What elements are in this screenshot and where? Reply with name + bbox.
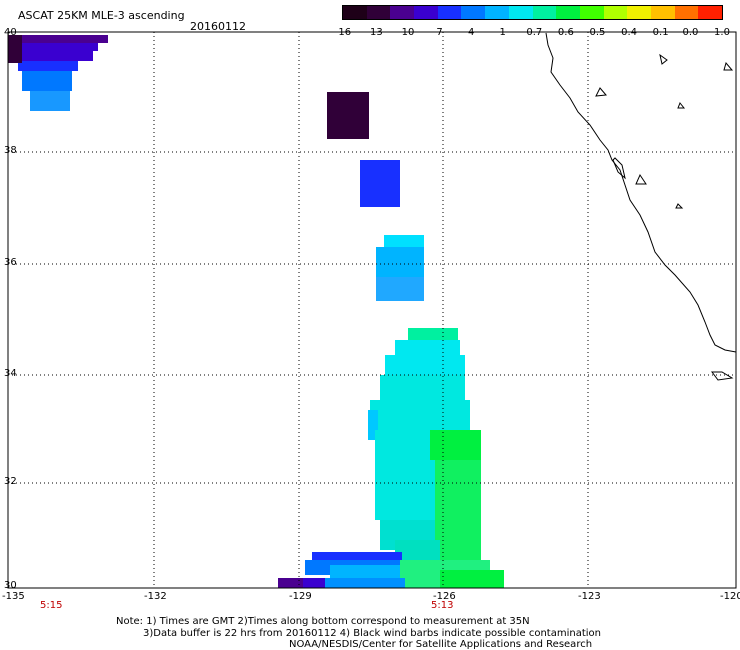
latitude-label: 34 xyxy=(4,368,17,379)
wind-cell xyxy=(8,35,108,43)
map-plot xyxy=(7,31,737,589)
colorbar-swatch xyxy=(437,6,462,19)
latitude-label: 36 xyxy=(4,257,17,268)
wind-cell xyxy=(376,277,424,301)
longitude-label: -126 xyxy=(433,591,456,602)
longitude-label: -123 xyxy=(578,591,601,602)
colorbar xyxy=(342,5,723,20)
coastline-segment xyxy=(612,157,626,180)
longitude-label: -135 xyxy=(2,591,25,602)
colorbar-swatch xyxy=(343,6,367,19)
wind-cell xyxy=(435,460,481,560)
plot-frame xyxy=(7,31,737,589)
wind-cell xyxy=(408,328,458,340)
wind-cell xyxy=(384,235,424,247)
colorbar-swatch xyxy=(508,6,533,19)
wind-cell xyxy=(385,355,465,375)
wind-swath xyxy=(8,35,504,588)
coastline-segment xyxy=(711,371,734,381)
latitude-label: 38 xyxy=(4,145,17,156)
wind-cell xyxy=(360,160,400,207)
colorbar-swatch xyxy=(698,6,722,19)
colorbar-swatch xyxy=(579,6,604,19)
latitude-label: 40 xyxy=(4,27,17,38)
wind-cell xyxy=(303,578,325,588)
coastline-segment xyxy=(659,53,668,65)
wind-cell xyxy=(395,340,460,355)
colorbar-swatch xyxy=(650,6,675,19)
date-label: 20160112 xyxy=(190,20,246,33)
coastline-segment xyxy=(545,32,737,353)
wind-cell xyxy=(22,71,72,91)
coastline-segment xyxy=(595,87,608,97)
wind-cell xyxy=(8,51,93,61)
time-label-center: 5:13 xyxy=(431,600,454,611)
colorbar-swatch xyxy=(485,6,509,19)
wind-cell xyxy=(325,578,405,588)
wind-cell xyxy=(327,92,369,139)
title: ASCAT 25KM MLE-3 ascending xyxy=(18,9,185,22)
time-label-left: 5:15 xyxy=(40,600,63,611)
wind-cell xyxy=(380,375,465,400)
wind-cell xyxy=(8,35,22,63)
longitude-label: -120 xyxy=(720,591,740,602)
note-line-2: 3)Data buffer is 22 hrs from 20160112 4)… xyxy=(143,628,601,639)
colorbar-swatch xyxy=(674,6,699,19)
colorbar-swatch xyxy=(532,6,557,19)
coastline-segment xyxy=(675,203,684,209)
colorbar-swatch xyxy=(556,6,580,19)
lat-lon-grid xyxy=(8,32,736,588)
wind-cell xyxy=(330,565,400,580)
note-line-1: Note: 1) Times are GMT 2)Times along bot… xyxy=(116,616,530,627)
colorbar-swatch xyxy=(414,6,438,19)
colorbar-swatch xyxy=(603,6,628,19)
wind-cell xyxy=(370,400,470,430)
coastline-segment xyxy=(677,102,686,109)
wind-cell xyxy=(440,570,504,588)
wind-cell xyxy=(312,552,402,562)
colorbar-swatch xyxy=(390,6,415,19)
latitude-label: 30 xyxy=(4,580,17,591)
note-line-3: NOAA/NESDIS/Center for Satellite Applica… xyxy=(289,639,593,650)
coastline-segment xyxy=(723,61,734,71)
colorbar-swatch xyxy=(366,6,391,19)
wind-cell xyxy=(376,247,424,277)
wind-cell xyxy=(368,410,378,440)
longitude-label: -129 xyxy=(289,591,312,602)
wind-cell xyxy=(30,91,70,111)
colorbar-swatch xyxy=(627,6,651,19)
wind-cell xyxy=(8,43,98,51)
longitude-label: -132 xyxy=(144,591,167,602)
wind-cell xyxy=(278,578,303,588)
wind-cell xyxy=(18,61,78,71)
colorbar-swatch xyxy=(461,6,486,19)
wind-cell xyxy=(375,460,435,520)
coastline-segment xyxy=(635,173,647,185)
coastline xyxy=(545,32,737,381)
latitude-label: 32 xyxy=(4,476,17,487)
